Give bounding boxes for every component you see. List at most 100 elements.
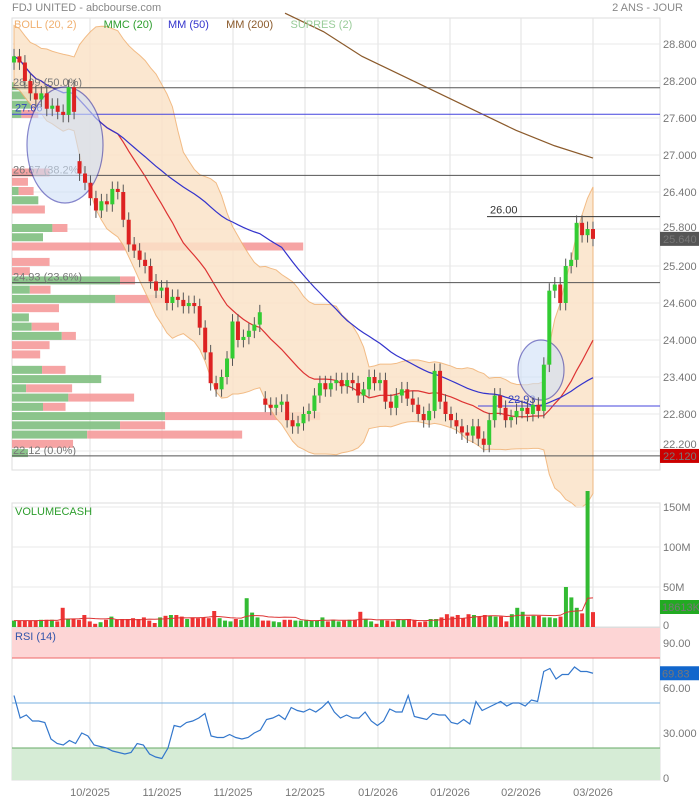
candle xyxy=(104,201,109,205)
rsi-last-label: 69.83 xyxy=(662,668,690,680)
volume-profile-sell xyxy=(42,365,66,374)
volume-bar xyxy=(515,607,520,627)
volume-bar xyxy=(591,612,595,627)
candle xyxy=(509,417,514,421)
volume-profile-sell xyxy=(18,187,34,195)
volume-bar xyxy=(120,619,125,627)
candle xyxy=(28,81,33,94)
candle xyxy=(126,219,131,245)
volume-title: VOLUMECASH xyxy=(15,506,92,518)
candle xyxy=(44,93,49,109)
candle xyxy=(50,105,55,109)
price-tick-label: 22.800 xyxy=(663,409,697,421)
volume-profile-buy xyxy=(12,276,121,285)
candle xyxy=(367,377,372,390)
candle xyxy=(115,188,120,192)
volume-bar xyxy=(71,619,76,627)
candle xyxy=(22,62,27,81)
candle xyxy=(312,395,317,411)
volume-bar xyxy=(477,616,482,627)
volume-profile-buy xyxy=(12,294,116,303)
volume-bar xyxy=(12,620,16,627)
legend-item: MM (200) xyxy=(226,19,273,31)
candle xyxy=(225,358,230,377)
support-label: 22.93 xyxy=(508,394,536,406)
low-price-label: 22.120 xyxy=(663,451,697,463)
volume-bar xyxy=(412,619,417,627)
volume-bar xyxy=(401,619,406,627)
volume-profile-sell xyxy=(12,341,50,350)
candle xyxy=(274,404,279,408)
volume-average-line xyxy=(14,597,594,622)
candle xyxy=(72,87,77,112)
candle xyxy=(519,407,524,411)
volume-profile-sell xyxy=(120,421,166,430)
volume-bar xyxy=(493,616,498,627)
volume-bar xyxy=(185,619,190,627)
volume-panel xyxy=(11,502,661,628)
volume-bar xyxy=(271,621,276,627)
volume-bar xyxy=(347,619,352,627)
volume-bar xyxy=(109,616,114,627)
volume-bar xyxy=(509,614,514,627)
candle xyxy=(110,188,115,205)
volume-bar xyxy=(163,615,168,627)
volume-profile-sell xyxy=(12,257,50,266)
rsi-line xyxy=(13,666,594,760)
candle xyxy=(394,395,399,408)
volume-tick-label: 0 xyxy=(663,620,669,632)
volume-profile-sell xyxy=(31,322,59,331)
volume-bar xyxy=(471,615,476,627)
volume-profile-buy xyxy=(12,322,32,331)
volume-bar xyxy=(147,620,152,627)
volume-bar xyxy=(39,619,44,627)
volume-bar xyxy=(488,615,493,627)
volume-bar xyxy=(450,616,455,627)
volume-bar xyxy=(114,619,119,627)
volume-bar xyxy=(520,611,525,627)
volume-bar xyxy=(28,620,33,627)
candle xyxy=(377,380,382,384)
volume-bar xyxy=(277,622,282,627)
volume-profile-buy xyxy=(12,313,29,322)
candle xyxy=(186,303,191,307)
legend-item: BOLL (20, 2) xyxy=(14,19,77,31)
volume-tick-label: 50M xyxy=(663,582,684,594)
volume-bar xyxy=(385,620,390,627)
volume-bar xyxy=(563,587,568,627)
volume-bar xyxy=(55,621,60,627)
volume-profile-buy xyxy=(12,393,69,402)
rsi-tick-label: 30.000 xyxy=(663,728,697,740)
volume-profile-sell xyxy=(115,294,167,303)
volume-profile-sell xyxy=(43,402,66,411)
volume-bar xyxy=(201,617,206,627)
volume-bar xyxy=(125,619,130,627)
volume-bar xyxy=(390,621,395,627)
volume-bar xyxy=(569,597,574,627)
volume-profile-sell xyxy=(61,331,76,340)
price-tick-label: 23.400 xyxy=(663,372,697,384)
volume-bar xyxy=(309,620,314,627)
candle xyxy=(285,401,290,421)
candle xyxy=(487,420,492,445)
x-tick-label: 11/2025 xyxy=(214,787,253,799)
volume-bar xyxy=(103,619,108,627)
candle xyxy=(498,395,503,408)
low-price-badge xyxy=(660,448,699,463)
volume-bar xyxy=(131,618,136,627)
volume-bar xyxy=(266,620,271,627)
candle xyxy=(421,414,426,421)
period-selector[interactable]: 2 ANS - JOUR xyxy=(612,2,683,14)
volume-profile-buy xyxy=(12,402,43,411)
volume-profile-buy xyxy=(12,233,43,242)
volume-bar xyxy=(49,619,54,627)
volume-profile-sell xyxy=(12,177,28,186)
candle xyxy=(416,404,421,414)
mm200-line xyxy=(284,12,594,159)
candle xyxy=(55,105,60,112)
volume-bar xyxy=(76,619,81,627)
candle xyxy=(175,296,180,300)
volume-bar xyxy=(223,620,228,627)
candle xyxy=(454,420,459,427)
